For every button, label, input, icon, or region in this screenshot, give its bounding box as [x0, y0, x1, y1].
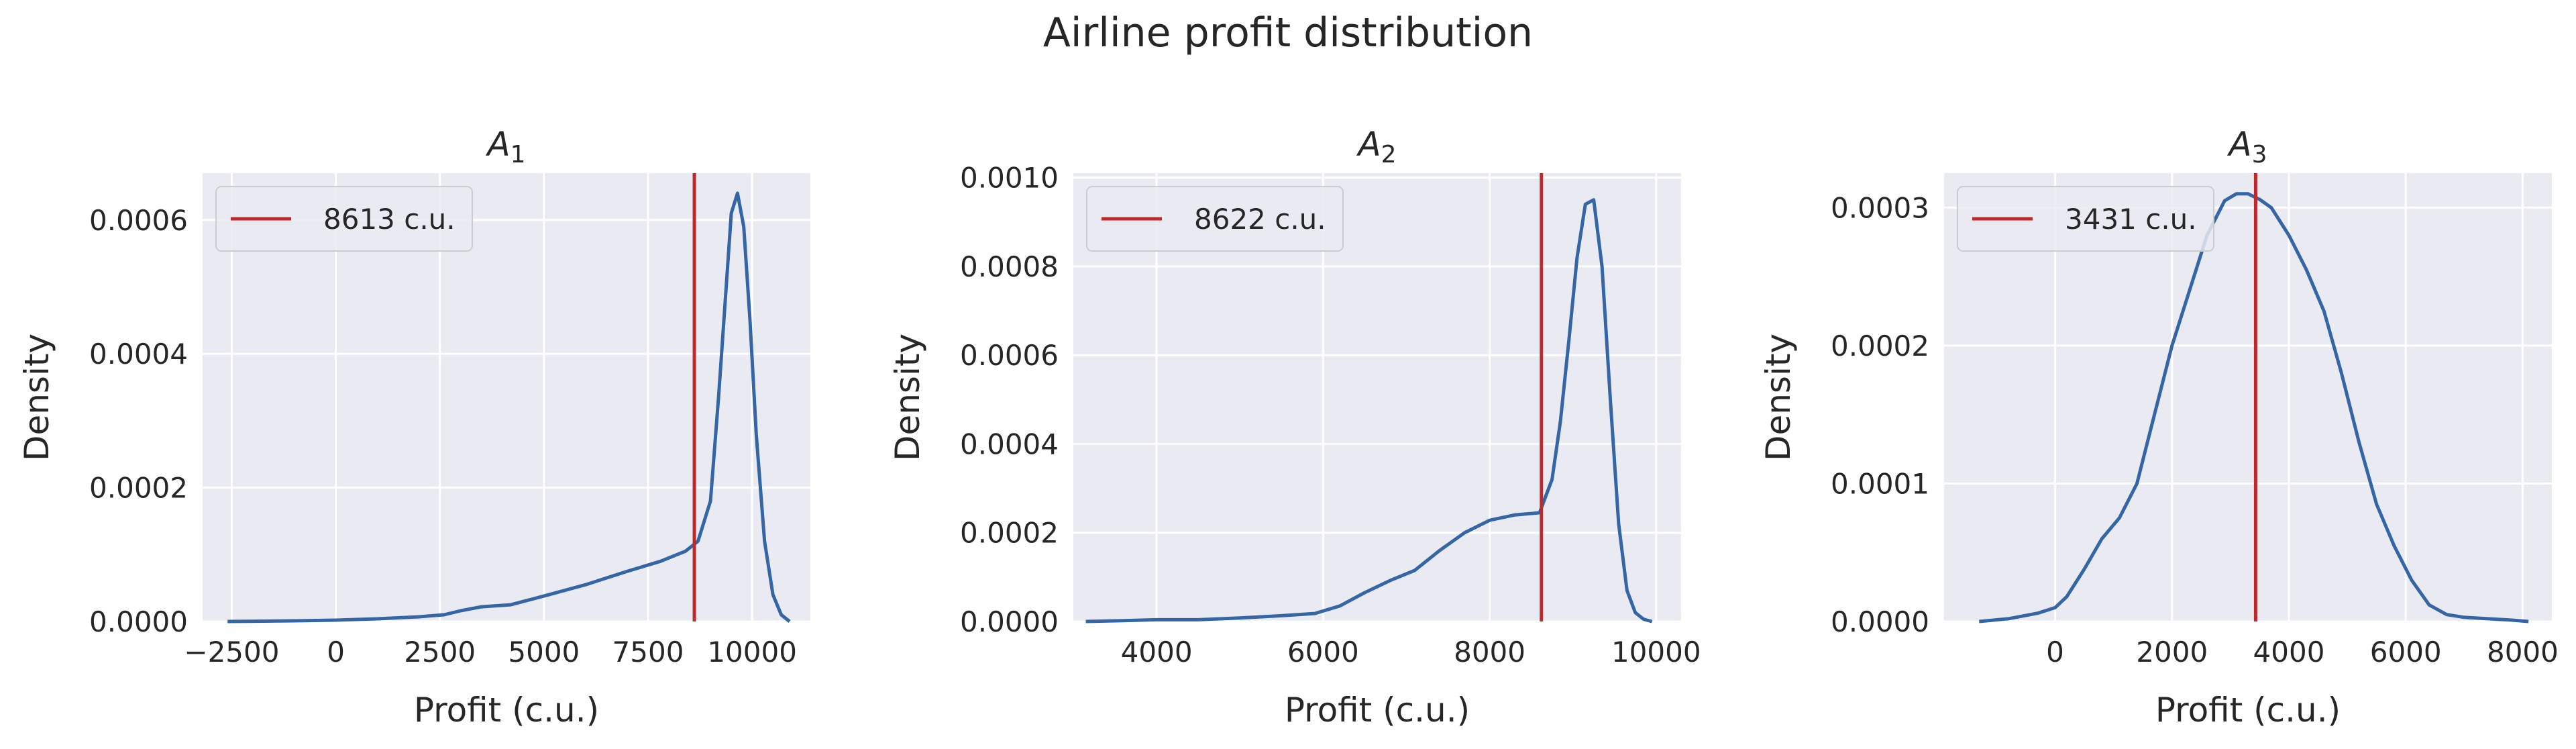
panel-1-xtick-label: 5000	[508, 636, 580, 668]
panel-2-title: A2	[1356, 125, 1396, 168]
panel-2-ytick-label: 0.0002	[960, 517, 1059, 550]
panel-3-xtick-label: 0	[2046, 636, 2064, 668]
panel-1-xtick-label: −2500	[184, 636, 279, 668]
panel-2-ytick-label: 0.0000	[960, 605, 1059, 638]
panel-2-legend-label: 8622 c.u.	[1194, 203, 1326, 236]
panel-1-ytick-label: 0.0000	[89, 605, 188, 638]
panel-1-title: A1	[485, 125, 525, 168]
panel-3-legend-label: 3431 c.u.	[2065, 203, 2197, 236]
panel-2-ytick-label: 0.0004	[960, 428, 1059, 460]
panel-1-legend	[215, 186, 473, 252]
panel-3-xtick-label: 4000	[2253, 636, 2325, 668]
panel-3-legend	[1957, 186, 2214, 252]
panel-1-ytick-label: 0.0006	[89, 204, 188, 237]
panel-2-ytick-label: 0.0006	[960, 339, 1059, 372]
panel-2-ytick-label: 0.0010	[960, 162, 1059, 195]
panel-1-xtick-label: 0	[327, 636, 345, 668]
panel-2-xtick-label: 6000	[1287, 636, 1359, 668]
panel-1-ytick-label: 0.0002	[89, 472, 188, 505]
panel-1-kde-line	[227, 191, 791, 623]
panel-1-legend-label: 8613 c.u.	[323, 203, 455, 236]
panel-3-ytick-label: 0.0001	[1831, 467, 1929, 500]
panel-1-xaxis-label: Profit (c.u.)	[414, 691, 599, 730]
panel-2-legend	[1086, 186, 1344, 252]
panel-2-xtick-label: 4000	[1121, 636, 1193, 668]
panel-2-xaxis-label: Profit (c.u.)	[1285, 691, 1470, 730]
panel-3-ytick-label: 0.0003	[1831, 191, 1929, 224]
panel-2-xtick-label: 8000	[1454, 636, 1525, 668]
panel-1-yaxis-label: Density	[17, 334, 56, 461]
panel-3-kde-line	[1979, 192, 2529, 623]
panel-3-xaxis-label: Profit (c.u.)	[2155, 691, 2341, 730]
panel-2-ytick-label: 0.0008	[960, 250, 1059, 283]
panel-1-ytick-label: 0.0004	[89, 338, 188, 370]
panel-2-xtick-label: 10000	[1611, 636, 1701, 668]
panel-3-yaxis-label: Density	[1759, 334, 1798, 461]
panel-2-kde-line	[1085, 198, 1653, 623]
panel-1-xtick-label: 2500	[404, 636, 476, 668]
panel-3-xtick-label: 8000	[2487, 636, 2559, 668]
panel-3-xtick-label: 2000	[2136, 636, 2208, 668]
panel-3-title: A3	[2226, 125, 2267, 168]
panel-1-xtick-label: 7500	[612, 636, 684, 668]
panel-1-xtick-label: 10000	[707, 636, 797, 668]
panel-3-ytick-label: 0.0000	[1831, 605, 1929, 638]
panel-3-ytick-label: 0.0002	[1831, 330, 1929, 362]
figure-title: Airline profit distribution	[1042, 9, 1534, 56]
panel-2-yaxis-label: Density	[888, 334, 927, 461]
panel-3-xtick-label: 6000	[2370, 636, 2442, 668]
